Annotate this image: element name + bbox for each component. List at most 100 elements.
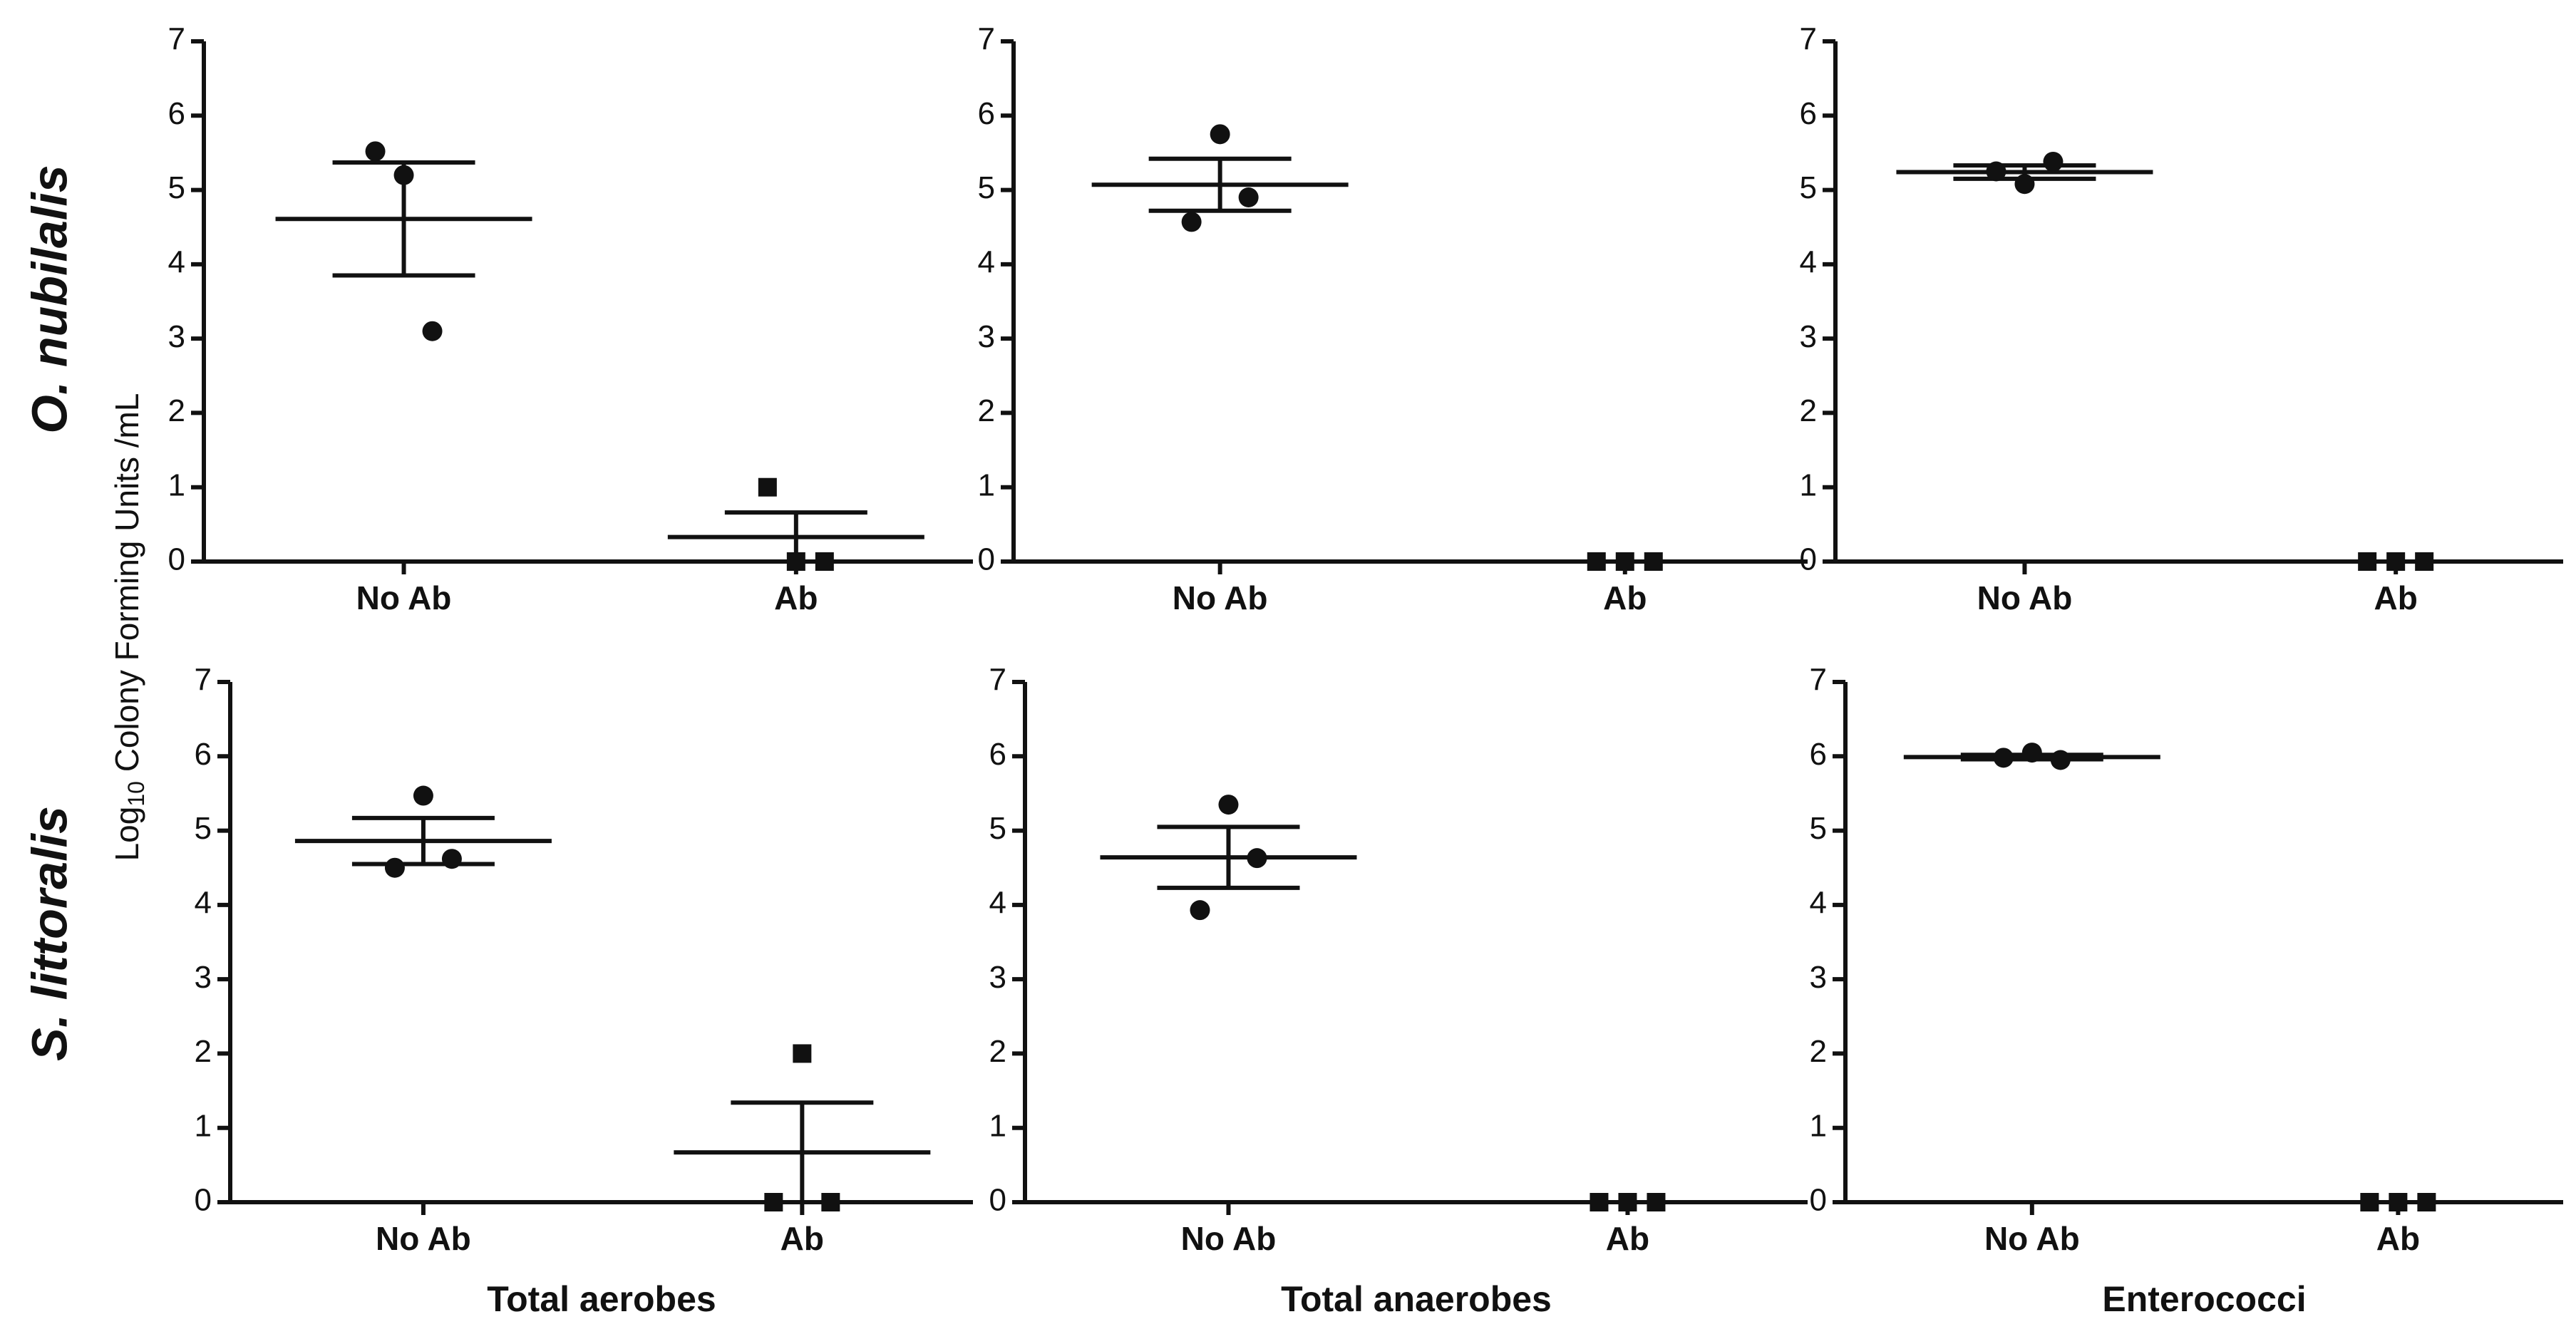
y-tick-label: 7 [195,663,212,698]
y-tick-label: 3 [989,960,1006,995]
y-label-subscript: 10 [123,781,149,807]
data-point [2358,552,2377,571]
data-point [2360,1193,2379,1211]
data-point [413,785,433,806]
y-tick-label: 0 [1810,1183,1827,1218]
y-tick-label: 4 [1810,885,1827,920]
data-point [422,321,443,341]
y-tick-label: 3 [978,319,995,354]
y-tick-label: 6 [989,737,1006,772]
y-tick-label: 3 [1800,319,1817,354]
data-point [1644,552,1663,571]
data-point [1993,748,2014,768]
y-tick-label: 2 [989,1034,1006,1069]
data-point [1590,1193,1609,1211]
data-point [1190,900,1210,921]
y-tick-label: 1 [978,467,995,502]
y-tick-label: 2 [1810,1034,1827,1069]
data-point [393,165,414,185]
y-label-part: Log [108,807,145,862]
y-tick-label: 6 [1810,737,1827,772]
row-label: S. littoralis [21,806,77,1061]
x-tick-label: No Ab [376,1220,471,1257]
data-point [441,849,462,869]
y-tick-label: 1 [989,1108,1006,1143]
y-tick-label: 0 [195,1183,212,1218]
y-tick-label: 0 [978,542,995,577]
y-tick-label: 6 [978,96,995,131]
data-point [1587,552,1606,571]
y-tick-label: 7 [1810,663,1827,698]
y-tick-label: 1 [168,467,185,502]
x-tick-label: Ab [780,1220,824,1257]
y-tick-label: 1 [1800,467,1817,502]
x-tick-label: No Ab [1977,579,2073,616]
y-tick-label: 5 [1800,170,1817,205]
y-tick-label: 1 [1810,1108,1827,1143]
data-point [821,1193,840,1211]
y-tick-label: 2 [1800,393,1817,428]
data-point [2415,552,2434,571]
x-tick-label: Ab [774,579,818,616]
x-tick-label: No Ab [356,579,452,616]
y-tick-label: 3 [195,960,212,995]
y-tick-label: 1 [195,1108,212,1143]
y-tick-label: 6 [168,96,185,131]
data-point [1986,161,2006,182]
y-tick-label: 5 [1810,811,1827,846]
y-tick-label: 2 [168,393,185,428]
y-tick-label: 0 [168,542,185,577]
data-point [1618,1193,1637,1211]
x-tick-label: Ab [2374,579,2418,616]
data-point [2417,1193,2436,1211]
data-point [1218,795,1239,815]
y-tick-label: 4 [978,244,995,279]
y-tick-label: 3 [1810,960,1827,995]
data-point [1615,552,1634,571]
y-tick-label: 7 [989,663,1006,698]
y-tick-label: 2 [195,1034,212,1069]
y-tick-label: 5 [195,811,212,846]
data-point [1247,848,1267,869]
y-tick-label: 7 [978,22,995,57]
y-tick-label: 6 [1800,96,1817,131]
x-tick-label: Ab [2376,1220,2420,1257]
y-tick-label: 4 [168,244,185,279]
x-tick-label: No Ab [1173,579,1268,616]
x-tick-label: Ab [1603,579,1647,616]
x-tick-label: Ab [1606,1220,1649,1257]
data-point [758,477,777,497]
y-label-part: Colony Forming Units /mL [108,393,145,782]
y-tick-label: 3 [168,319,185,354]
y-axis-label: Log10 Colony Forming Units /mL [108,393,149,862]
y-tick-label: 7 [168,22,185,57]
data-point [793,1044,812,1063]
y-tick-label: 5 [989,811,1006,846]
data-point [764,1193,783,1211]
data-point [1647,1193,1666,1211]
row-label: O. nubilalis [21,165,77,433]
y-tick-label: 0 [1800,542,1817,577]
data-point [815,552,834,571]
y-tick-label: 4 [989,885,1006,920]
data-point [786,552,805,571]
data-point [384,857,405,878]
x-axis-label: Total anaerobes [1281,1279,1552,1319]
data-point [2050,750,2071,770]
x-tick-label: No Ab [1181,1220,1277,1257]
y-tick-label: 6 [195,737,212,772]
y-tick-label: 0 [989,1183,1006,1218]
data-point [365,141,386,162]
x-axis-label: Enterococci [2102,1279,2306,1319]
y-tick-label: 2 [978,393,995,428]
y-tick-label: 7 [1800,22,1817,57]
data-point [2043,151,2064,172]
data-point [2014,174,2035,195]
data-point [1181,212,1202,232]
y-tick-label: 5 [168,170,185,205]
data-point [2021,743,2042,763]
y-tick-label: 4 [195,885,212,920]
data-point [2386,552,2406,571]
